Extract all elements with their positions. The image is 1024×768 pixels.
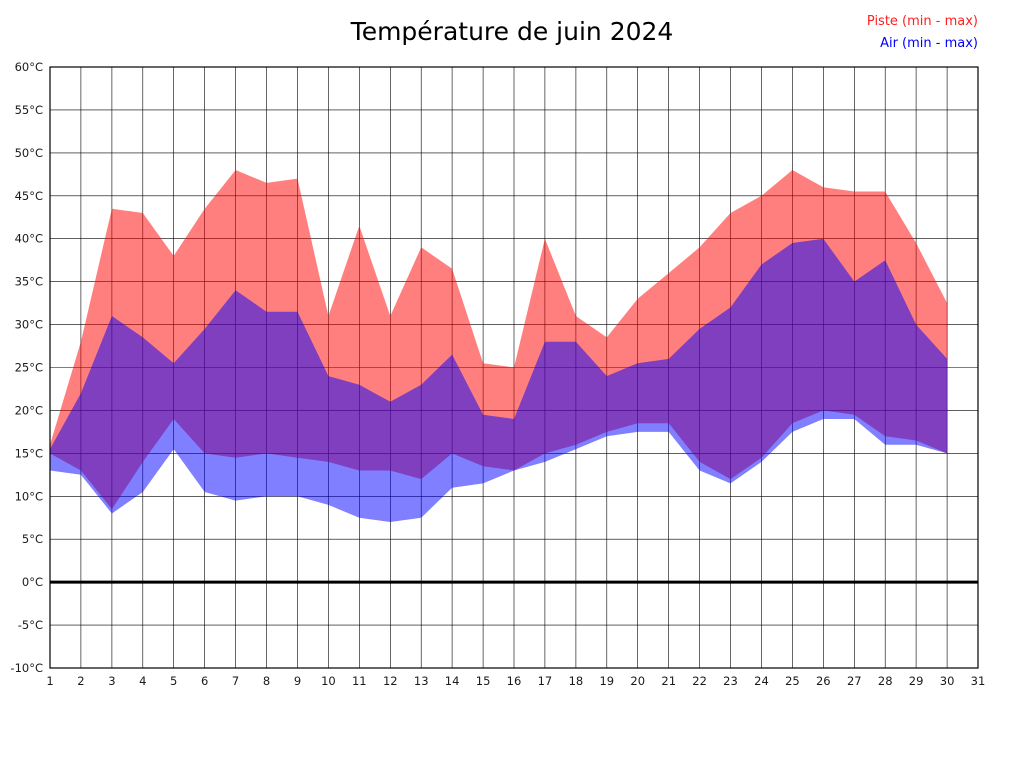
y-tick-label: 40°C — [15, 232, 43, 246]
y-tick-label: 50°C — [15, 146, 43, 160]
y-tick-label: -10°C — [10, 661, 43, 675]
x-tick-label: 15 — [476, 674, 491, 688]
legend-item-air: Air (min - max) — [880, 36, 978, 51]
x-tick-label: 31 — [971, 674, 986, 688]
y-tick-label: 45°C — [15, 189, 43, 203]
x-tick-label: 4 — [139, 674, 146, 688]
y-tick-label: 0°C — [22, 575, 43, 589]
plot-border — [49, 66, 979, 669]
legend-item-piste: Piste (min - max) — [866, 14, 978, 29]
x-tick-label: 27 — [847, 674, 862, 688]
x-tick-label: 12 — [383, 674, 398, 688]
y-tick-label: 35°C — [15, 275, 43, 289]
y-tick-label: 10°C — [15, 489, 43, 503]
x-tick-label: 1 — [46, 674, 53, 688]
x-tick-label: 5 — [170, 674, 177, 688]
x-tick-label: 24 — [754, 674, 769, 688]
x-tick-label: 2 — [77, 674, 84, 688]
x-tick-label: 20 — [630, 674, 645, 688]
x-tick-label: 22 — [692, 674, 707, 688]
x-tick-label: 28 — [878, 674, 893, 688]
x-tick-label: 17 — [538, 674, 553, 688]
x-tick-label: 6 — [201, 674, 208, 688]
y-tick-label: 5°C — [22, 532, 43, 546]
x-tick-label: 19 — [599, 674, 614, 688]
x-tick-label: 10 — [321, 674, 336, 688]
band-air — [50, 238, 948, 522]
x-tick-label: 26 — [816, 674, 831, 688]
x-tick-label: 30 — [940, 674, 955, 688]
y-tick-label: 60°C — [15, 60, 43, 74]
x-tick-label: 18 — [569, 674, 584, 688]
y-tick-label: 15°C — [15, 446, 43, 460]
x-tick-label: 23 — [723, 674, 738, 688]
y-tick-label: 20°C — [15, 403, 43, 417]
x-tick-label: 8 — [263, 674, 270, 688]
x-tick-label: 11 — [352, 674, 367, 688]
x-tick-label: 25 — [785, 674, 800, 688]
x-tick-label: 21 — [661, 674, 676, 688]
x-tick-label: 14 — [445, 674, 460, 688]
x-tick-label: 16 — [507, 674, 522, 688]
y-tick-label: -5°C — [18, 618, 43, 632]
y-tick-label: 30°C — [15, 318, 43, 332]
y-tick-label: 25°C — [15, 361, 43, 375]
chart-legend: Piste (min - max) Air (min - max) — [867, 11, 978, 55]
y-tick-label: 55°C — [15, 103, 43, 117]
x-tick-label: 7 — [232, 674, 239, 688]
x-tick-label: 29 — [909, 674, 924, 688]
x-tick-label: 9 — [294, 674, 301, 688]
x-tick-label: 13 — [414, 674, 429, 688]
x-tick-label: 3 — [108, 674, 115, 688]
chart-title: Température de juin 2024 — [350, 17, 674, 46]
